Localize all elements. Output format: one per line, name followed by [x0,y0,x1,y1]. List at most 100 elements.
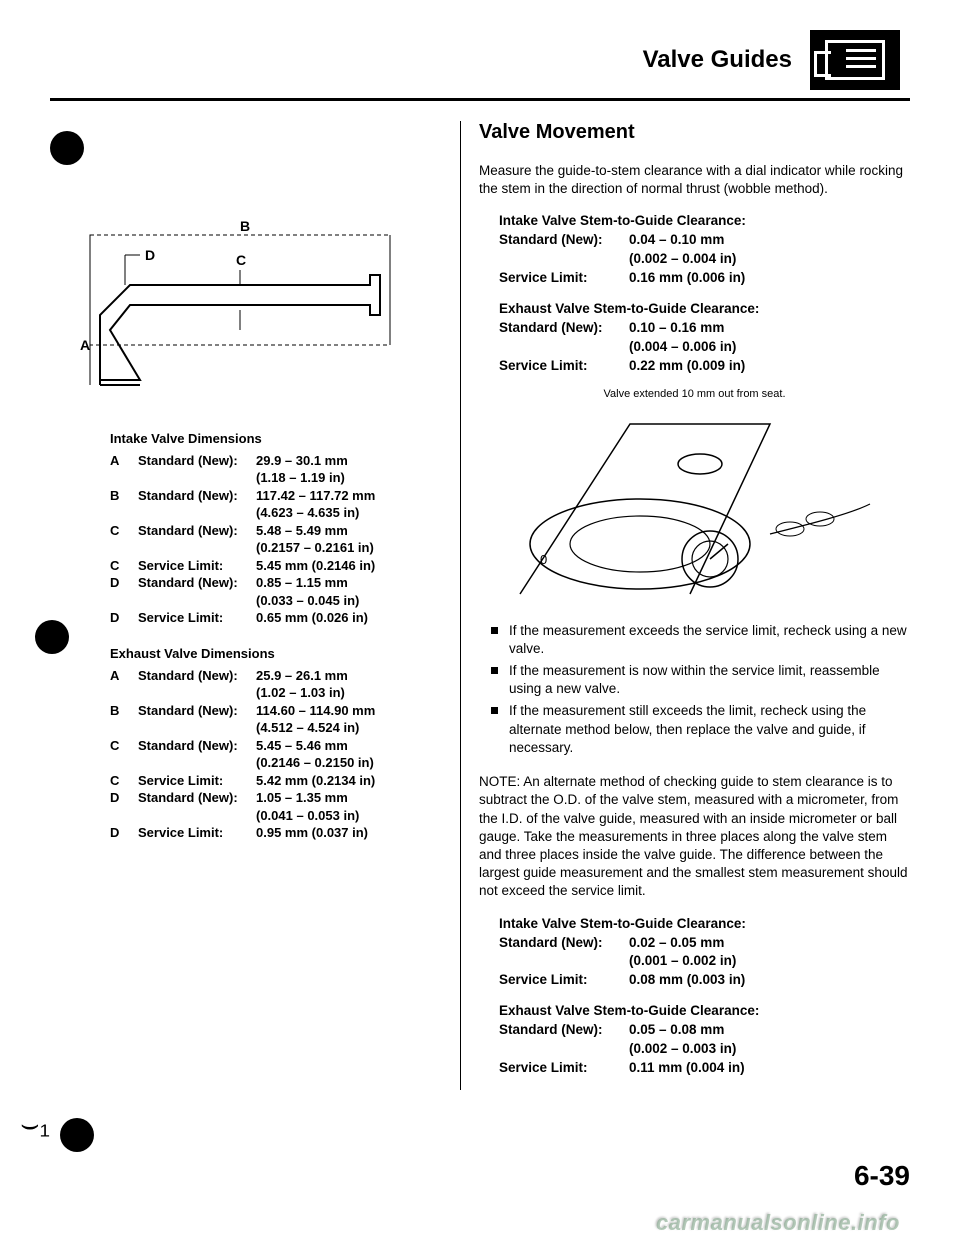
intro-paragraph: Measure the guide-to-stem clearance with… [479,162,910,198]
spec-key: Standard (New): [138,789,256,807]
svg-text:B: B [240,218,250,234]
exhaust-clr2-heading: Exhaust Valve Stem-to-Guide Clearance: [499,1002,910,1021]
spec-value: 0.85 – 1.15 mm [256,574,430,592]
spec-value: 5.48 – 5.49 mm [256,522,430,540]
diagram-caption: Valve extended 10 mm out from seat. [479,388,910,400]
intake-clr-heading: Intake Valve Stem-to-Guide Clearance: [499,212,910,231]
spec-key: Standard (New): [138,487,256,505]
spec-letter: B [110,487,138,505]
spec-letter: A [110,452,138,470]
spec-value-secondary: (0.041 – 0.053 in) [256,807,430,825]
spec-value: 1.05 – 1.35 mm [256,789,430,807]
std-new-label: Standard (New): [499,231,629,250]
header-rule [50,98,910,101]
spec-key: Service Limit: [138,824,256,842]
spec-value: 114.60 – 114.90 mm [256,702,430,720]
exhaust-clr-lim: 0.22 mm (0.009 in) [629,357,745,376]
intake-clr-std2: (0.002 – 0.004 in) [629,250,910,269]
std-new-label: Standard (New): [499,1021,629,1040]
intake-clr2-lim: 0.08 mm (0.003 in) [629,971,745,990]
intake-clr2-std: 0.02 – 0.05 mm [629,934,724,953]
spec-row: CService Limit:5.42 mm (0.2134 in) [110,772,430,790]
spec-key: Service Limit: [138,557,256,575]
spec-row: AStandard (New):25.9 – 26.1 mm [110,667,430,685]
intake-clearance2-block: Intake Valve Stem-to-Guide Clearance: St… [499,915,910,991]
svc-lim-label: Service Limit: [499,357,629,376]
spec-key: Standard (New): [138,574,256,592]
instruction-bullet: If the measurement is now within the ser… [491,662,910,698]
spec-value: 25.9 – 26.1 mm [256,667,430,685]
spec-row: CStandard (New):5.45 – 5.46 mm [110,737,430,755]
brand-logo [810,30,900,90]
spec-row: BStandard (New):117.42 – 117.72 mm [110,487,430,505]
spec-value: 0.95 mm (0.037 in) [256,824,430,842]
svc-lim-label: Service Limit: [499,1059,629,1078]
exhaust-clearance2-block: Exhaust Valve Stem-to-Guide Clearance: S… [499,1002,910,1078]
intake-clr-lim: 0.16 mm (0.006 in) [629,269,745,288]
spec-value: 0.65 mm (0.026 in) [256,609,430,627]
instruction-bullet: If the measurement still exceeds the lim… [491,702,910,757]
spec-letter: D [110,574,138,592]
spec-value-secondary: (0.2146 – 0.2150 in) [256,754,430,772]
spec-row: DService Limit:0.95 mm (0.037 in) [110,824,430,842]
spec-letter: D [110,824,138,842]
exhaust-dims-heading: Exhaust Valve Dimensions [110,645,430,663]
spec-value-secondary: (0.033 – 0.045 in) [256,592,430,610]
spec-row: DStandard (New):1.05 – 1.35 mm [110,789,430,807]
exhaust-clr2-std: 0.05 – 0.08 mm [629,1021,724,1040]
instruction-bullet: If the measurement exceeds the service l… [491,622,910,658]
intake-dims-heading: Intake Valve Dimensions [110,430,430,448]
svg-text:D: D [145,247,155,263]
std-new-label: Standard (New): [499,319,629,338]
spec-letter: D [110,609,138,627]
spec-key: Service Limit: [138,609,256,627]
svg-text:C: C [236,252,246,268]
spec-key: Standard (New): [138,737,256,755]
valve-cross-section-diagram: D B C A [70,215,410,395]
spec-value-secondary: (1.18 – 1.19 in) [256,469,430,487]
section-bullet-icon [60,1118,94,1152]
spec-value: 117.42 – 117.72 mm [256,487,430,505]
spec-value-secondary: (4.623 – 4.635 in) [256,504,430,522]
intake-clr2-std2: (0.001 – 0.002 in) [629,952,910,971]
spec-value-secondary: (0.2157 – 0.2161 in) [256,539,430,557]
intake-clr2-heading: Intake Valve Stem-to-Guide Clearance: [499,915,910,934]
watermark-text: carmanualsonline.info [656,1210,900,1236]
spec-letter: D [110,789,138,807]
spec-value: 5.45 mm (0.2146 in) [256,557,430,575]
svg-text:A: A [80,337,90,353]
intake-clr-std: 0.04 – 0.10 mm [629,231,724,250]
spec-letter: C [110,557,138,575]
page-title: Valve Guides [643,46,792,74]
spec-key: Service Limit: [138,772,256,790]
intake-dimensions-block: Intake Valve Dimensions AStandard (New):… [110,430,430,627]
spec-value-secondary: (1.02 – 1.03 in) [256,684,430,702]
spec-letter: B [110,702,138,720]
spec-row: AStandard (New):29.9 – 30.1 mm [110,452,430,470]
spec-row: DService Limit:0.65 mm (0.026 in) [110,609,430,627]
spec-value: 29.9 – 30.1 mm [256,452,430,470]
section-bullet-icon [50,131,84,165]
svg-text:0: 0 [540,552,547,567]
spec-letter: A [110,667,138,685]
exhaust-dimensions-block: Exhaust Valve Dimensions AStandard (New)… [110,645,430,842]
spec-letter: C [110,737,138,755]
instruction-bullets: If the measurement exceeds the service l… [491,622,910,758]
svc-lim-label: Service Limit: [499,269,629,288]
page-number: 6-39 [854,1160,910,1192]
note-paragraph: NOTE: An alternate method of checking gu… [479,773,910,901]
exhaust-clr-std: 0.10 – 0.16 mm [629,319,724,338]
spec-letter: C [110,522,138,540]
exhaust-clearance-block: Exhaust Valve Stem-to-Guide Clearance: S… [499,300,910,376]
exhaust-clr-heading: Exhaust Valve Stem-to-Guide Clearance: [499,300,910,319]
spec-key: Standard (New): [138,667,256,685]
spec-value: 5.42 mm (0.2134 in) [256,772,430,790]
intake-clearance-block: Intake Valve Stem-to-Guide Clearance: St… [499,212,910,288]
spec-key: Standard (New): [138,522,256,540]
exhaust-clr2-lim: 0.11 mm (0.004 in) [629,1059,745,1078]
section-bullet-icon [35,620,69,654]
valve-guide-diagram: 0 [510,404,880,604]
exhaust-clr-std2: (0.004 – 0.006 in) [629,338,910,357]
spec-row: CService Limit:5.45 mm (0.2146 in) [110,557,430,575]
spec-value: 5.45 – 5.46 mm [256,737,430,755]
